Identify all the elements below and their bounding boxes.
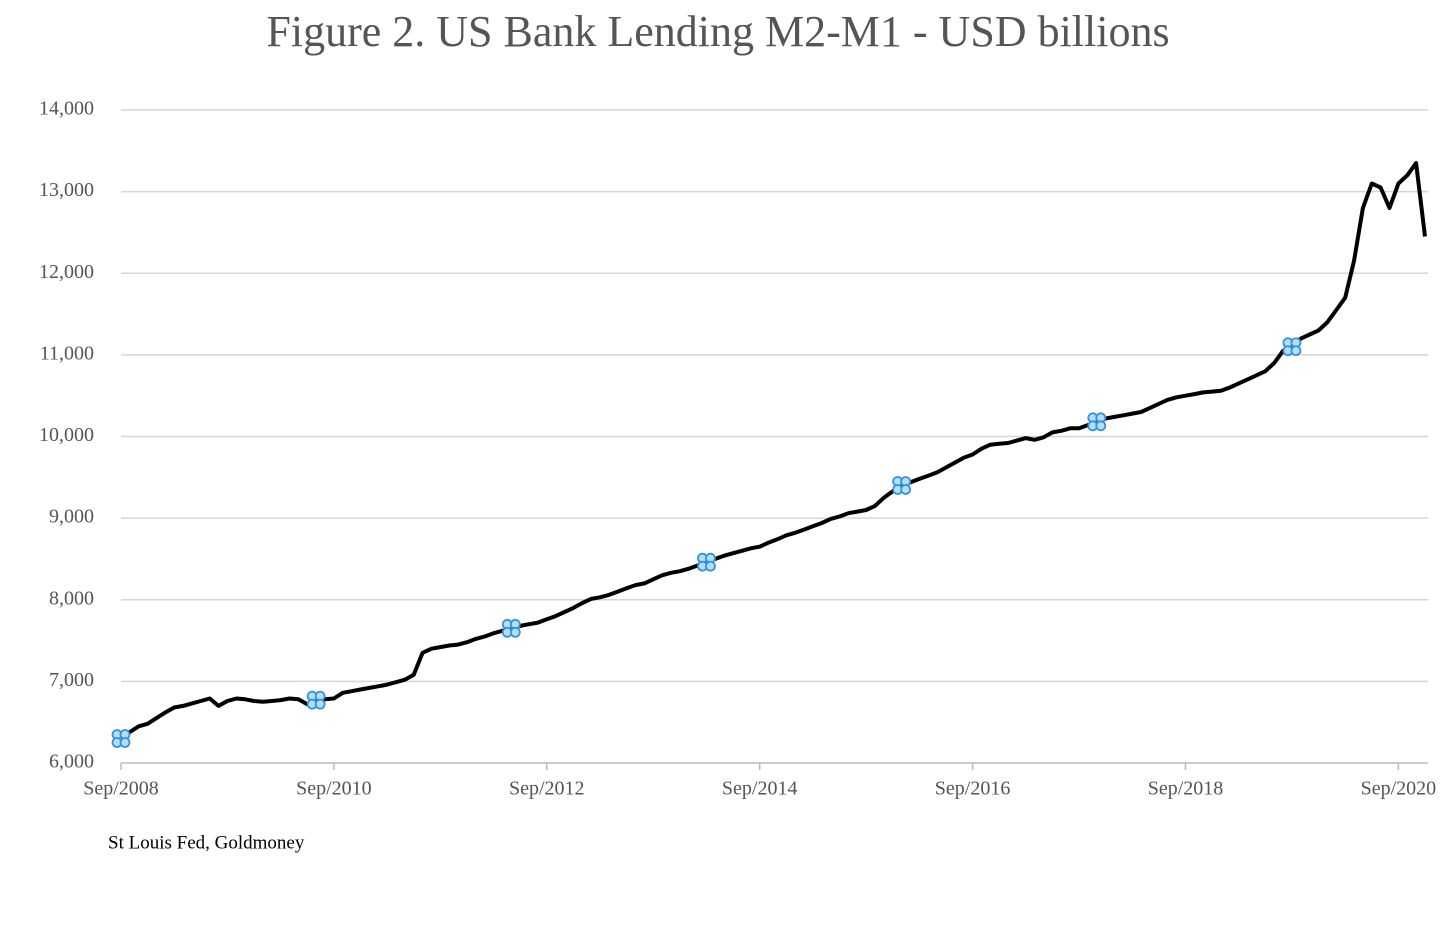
x-tick-label: Sep/2016 bbox=[935, 778, 1011, 800]
y-tick-label: 12,000 bbox=[39, 261, 94, 283]
data-line bbox=[119, 161, 1427, 741]
x-tick-label: Sep/2012 bbox=[509, 778, 585, 800]
y-tick-label: 10,000 bbox=[39, 424, 94, 446]
data-marker bbox=[111, 729, 131, 748]
marker-lobe bbox=[900, 484, 912, 495]
marker-lobe bbox=[314, 698, 326, 710]
marker-lobe bbox=[119, 737, 131, 748]
data-marker bbox=[697, 552, 716, 572]
y-tick-label: 14,000 bbox=[39, 98, 94, 120]
y-tick-label: 7,000 bbox=[49, 669, 94, 691]
y-tick-label: 11,000 bbox=[40, 342, 94, 364]
y-tick-label: 13,000 bbox=[39, 179, 94, 201]
data-marker bbox=[892, 476, 912, 495]
x-tick-label: Sep/2020 bbox=[1361, 778, 1437, 800]
x-tick-label: Sep/2008 bbox=[83, 778, 159, 800]
chart-title: Figure 2. US Bank Lending M2-M1 - USD bi… bbox=[266, 7, 1169, 56]
marker-lobe bbox=[509, 626, 521, 638]
marker-lobe bbox=[1095, 420, 1107, 432]
y-tick-label: 6,000 bbox=[49, 751, 94, 773]
data-marker bbox=[1282, 337, 1302, 357]
data-marker bbox=[501, 618, 521, 638]
source-note: St Louis Fed, Goldmoney bbox=[108, 832, 305, 853]
y-tick-label: 9,000 bbox=[49, 506, 94, 528]
data-marker bbox=[1087, 412, 1107, 432]
marker-lobe bbox=[705, 560, 716, 572]
data-marker bbox=[306, 690, 326, 710]
x-tick-label: Sep/2014 bbox=[722, 778, 798, 800]
y-tick-label: 8,000 bbox=[49, 587, 94, 609]
x-tick-label: Sep/2010 bbox=[296, 778, 372, 800]
marker-lobe bbox=[1290, 345, 1302, 357]
x-tick-label: Sep/2018 bbox=[1148, 778, 1224, 800]
